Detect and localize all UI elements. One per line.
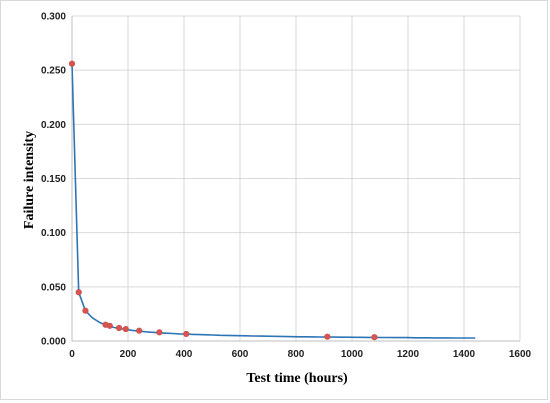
x-axis-title: Test time (hours): [246, 371, 348, 386]
fitted-curve-line: [71, 63, 476, 339]
x-tick-label: 800: [288, 349, 305, 360]
y-tick-label: 0.100: [41, 228, 66, 239]
data-point: [324, 333, 331, 340]
y-tick-label: 0.050: [41, 282, 66, 293]
data-point: [371, 334, 378, 341]
gridlines: [72, 15, 521, 341]
data-point: [106, 322, 113, 329]
data-point: [183, 330, 190, 338]
x-tick-label: 1200: [397, 349, 420, 360]
data-point: [156, 329, 163, 336]
data-point: [115, 324, 123, 332]
y-tick-label: 0.300: [41, 12, 66, 23]
x-tick-label: 600: [232, 349, 249, 360]
x-tick-labels: 0 200 400 600 800 1000 1200 1400 1600: [69, 349, 531, 360]
x-tick-label: 1400: [453, 349, 476, 360]
data-point: [68, 60, 76, 67]
y-tick-label: 0.250: [41, 66, 66, 77]
series-line-group: [71, 63, 476, 339]
data-point: [122, 325, 129, 333]
data-point: [136, 327, 143, 334]
y-tick-label: 0.200: [41, 120, 66, 131]
data-points: [68, 60, 378, 341]
x-tick-label: 1000: [341, 349, 364, 360]
data-point: [82, 307, 89, 314]
x-tick-label: 0: [69, 349, 75, 360]
y-tick-label: 0.150: [41, 174, 66, 185]
x-tick-label: 400: [176, 349, 193, 360]
y-tick-labels: 0.000 0.050 0.100 0.150 0.200 0.250 0.300: [41, 12, 66, 348]
x-tick-label: 1600: [509, 349, 532, 360]
y-axis-title: Failure intensity: [22, 131, 37, 229]
data-point: [75, 289, 82, 296]
x-tick-label: 200: [120, 349, 137, 360]
y-tick-label: 0.000: [41, 337, 66, 348]
